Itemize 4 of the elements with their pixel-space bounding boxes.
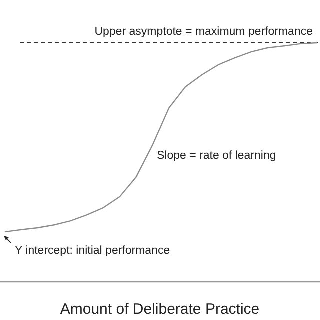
annotation: Y intercept: initial performance — [15, 245, 170, 257]
ref-line-label: Upper asymptote = maximum performance — [94, 26, 313, 38]
annotation: Slope = rate of learning — [157, 150, 276, 162]
x-axis-title: Amount of Deliberate Practice — [60, 301, 260, 318]
